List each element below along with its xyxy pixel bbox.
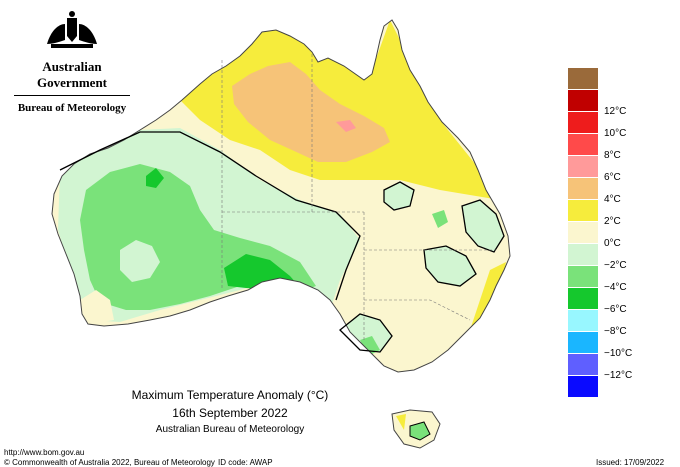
- footer-copyright: © Commonwealth of Australia 2022, Bureau…: [4, 458, 215, 467]
- legend-swatch: [568, 222, 598, 244]
- legend-swatch: [568, 354, 598, 376]
- map-title: Maximum Temperature Anomaly (°C): [131, 388, 329, 402]
- legend-swatch: [568, 134, 598, 156]
- state-borders: [221, 52, 496, 340]
- legend-swatch: [568, 156, 598, 178]
- legend-swatch: [568, 376, 598, 398]
- bom-logo: Australian Government Bureau of Meteorol…: [8, 10, 136, 114]
- government-name: Australian Government: [36, 59, 108, 90]
- legend-label: −6°C: [604, 304, 627, 315]
- coat-of-arms-icon: [47, 11, 97, 48]
- footer-id-code: ID code: AWAP: [218, 458, 273, 467]
- logo-divider: [14, 95, 130, 96]
- legend-label: 0°C: [604, 238, 621, 249]
- legend-label: 12°C: [604, 106, 627, 117]
- footer-issued: Issued: 17/09/2022: [596, 458, 665, 467]
- legend-swatch: [568, 90, 598, 112]
- bureau-name: Bureau of Meteorology: [17, 102, 127, 114]
- footer-url[interactable]: http://www.bom.gov.au: [4, 448, 85, 457]
- legend-label: −8°C: [604, 326, 627, 337]
- legend-label: 10°C: [604, 128, 627, 139]
- legend-label: 4°C: [604, 194, 621, 205]
- legend-swatch: [568, 288, 598, 310]
- legend-swatch: [568, 200, 598, 222]
- legend-swatch: [568, 310, 598, 332]
- legend-swatch: [568, 178, 598, 200]
- legend-swatch: [568, 112, 598, 134]
- legend-swatch: [568, 244, 598, 266]
- legend-swatch: [568, 68, 598, 90]
- legend-label: −12°C: [604, 370, 633, 381]
- legend-label: −2°C: [604, 260, 627, 271]
- legend-swatch: [568, 266, 598, 288]
- map-date: 16th September 2022: [172, 406, 288, 420]
- map-source: Australian Bureau of Meteorology: [155, 424, 305, 435]
- legend-label: 8°C: [604, 150, 621, 161]
- legend-label: −4°C: [604, 282, 627, 293]
- legend-label: 6°C: [604, 172, 621, 183]
- legend-swatch: [568, 332, 598, 354]
- legend-label: −10°C: [604, 348, 633, 359]
- color-legend: 12°C 10°C 8°C 6°C 4°C 2°C 0°C −2°C −4°C −6°C −8°C −…: [568, 68, 632, 398]
- legend-label: 2°C: [604, 216, 621, 227]
